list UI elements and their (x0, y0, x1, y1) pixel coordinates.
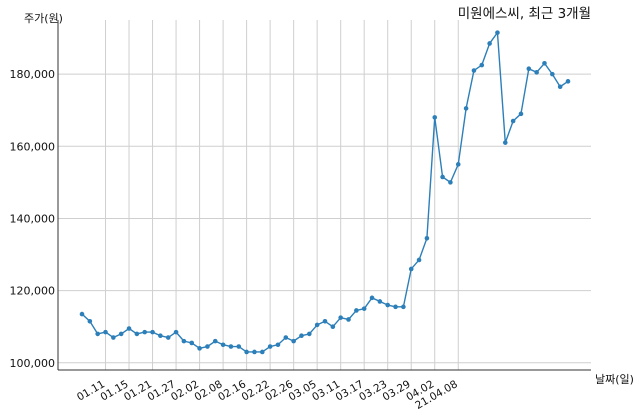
data-point (103, 329, 108, 335)
grid-layer (58, 20, 591, 370)
data-point (495, 30, 500, 35)
data-point (181, 338, 187, 344)
data-point (134, 331, 140, 337)
data-point (79, 311, 85, 317)
data-point (550, 71, 555, 77)
data-point (565, 79, 571, 84)
data-point (118, 331, 124, 337)
data-point (557, 84, 563, 90)
data-point (299, 333, 304, 339)
data-point (479, 62, 485, 68)
data-point (518, 111, 524, 117)
y-tick-label: 120,000 (10, 285, 56, 298)
data-point (307, 331, 312, 337)
data-point (95, 331, 100, 337)
data-point (126, 326, 132, 331)
data-point (377, 299, 383, 304)
data-point (267, 344, 273, 349)
data-point (534, 70, 539, 75)
data-point (401, 304, 406, 310)
data-point (526, 66, 532, 72)
data-point (142, 329, 148, 335)
data-point (502, 140, 508, 145)
y-tick-labels: 100,000 120,000 140,000 160,000 180,000 (10, 68, 56, 370)
chart-title: 미원에스씨, 최근 3개월 (458, 6, 591, 22)
data-point (471, 68, 477, 73)
y-tick-label: 180,000 (10, 68, 56, 81)
data-point (252, 349, 257, 355)
x-axis-label: 날짜(일) (595, 372, 634, 386)
data-point (338, 315, 343, 320)
data-point (424, 235, 430, 241)
data-point (542, 60, 547, 66)
data-point (354, 308, 359, 313)
x-tick-labels: 01.1101.1501.2101.2702.0202.0802.1602.22… (75, 378, 460, 409)
data-point (330, 324, 336, 330)
data-point (189, 340, 195, 346)
data-point (165, 335, 171, 340)
data-point (87, 318, 93, 324)
y-axis-label: 주가(원) (24, 12, 63, 25)
data-point (244, 349, 249, 355)
data-point (448, 180, 453, 185)
data-point (111, 335, 116, 340)
data-point (150, 329, 155, 335)
data-point (455, 162, 461, 167)
data-point (346, 317, 351, 322)
y-tick-label: 160,000 (10, 140, 56, 153)
data-point (197, 346, 202, 351)
data-point (408, 266, 414, 272)
data-point (322, 318, 328, 324)
data-point (158, 333, 163, 339)
data-point (173, 329, 179, 335)
data-point (361, 306, 367, 311)
data-point (291, 338, 296, 344)
data-point (369, 295, 375, 301)
y-tick-label: 100,000 (10, 357, 56, 370)
data-point (393, 304, 398, 310)
data-point (259, 349, 265, 355)
data-point (463, 106, 469, 111)
data-point (385, 302, 391, 308)
data-point (432, 115, 438, 120)
price-series (79, 30, 571, 355)
data-point (283, 335, 289, 340)
data-point (416, 257, 422, 263)
y-tick-label: 140,000 (10, 212, 56, 225)
data-point (314, 322, 320, 328)
data-point (510, 118, 516, 124)
data-point (228, 344, 234, 349)
data-point (275, 342, 281, 348)
data-point (440, 174, 445, 180)
data-point (487, 41, 492, 46)
data-point (236, 344, 242, 349)
data-point (212, 338, 218, 344)
data-point (220, 342, 226, 348)
axis-layer (57, 20, 591, 371)
data-point (205, 344, 210, 349)
series-line (81, 31, 569, 353)
